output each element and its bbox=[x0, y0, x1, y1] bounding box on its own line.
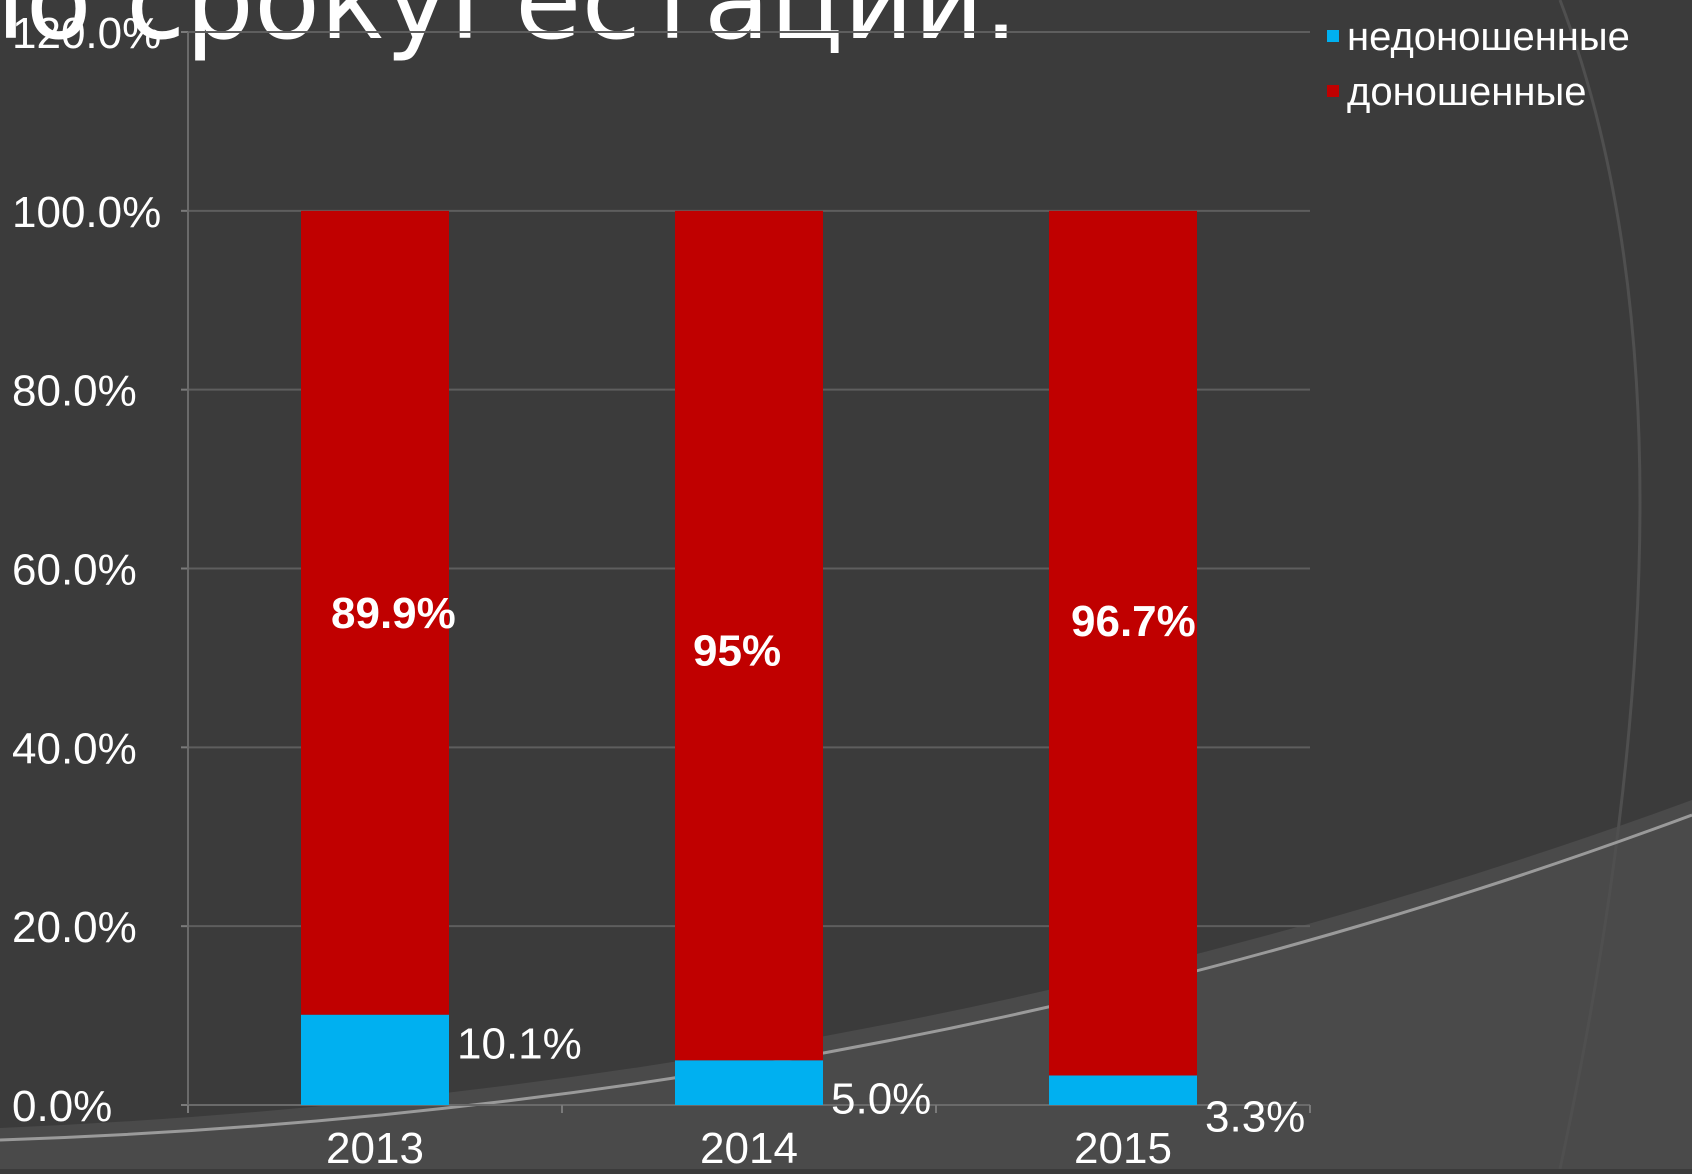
y-tick-label: 0.0% bbox=[12, 1082, 112, 1131]
legend: недоношенные доношенные bbox=[1327, 15, 1630, 114]
bar-segment-term bbox=[1049, 210, 1197, 1076]
bars bbox=[301, 210, 1197, 1105]
legend-swatch-preterm bbox=[1327, 30, 1339, 42]
decor-line bbox=[0, 813, 1692, 1142]
bar-segment-preterm bbox=[675, 1060, 823, 1105]
x-tick-labels: 2013 2014 2015 bbox=[326, 1124, 1172, 1173]
bar-segment-term bbox=[301, 210, 449, 1015]
data-label-preterm: 10.1% bbox=[457, 1020, 582, 1069]
legend-label-preterm: недоношенные bbox=[1347, 15, 1630, 59]
x-tick-label: 2013 bbox=[326, 1124, 424, 1169]
data-label-term: 96.7% bbox=[1071, 597, 1196, 646]
legend-label-term: доношенные bbox=[1347, 70, 1586, 114]
data-label-preterm: 3.3% bbox=[1205, 1093, 1305, 1142]
y-tick-label: 120.0% bbox=[12, 9, 161, 58]
x-tick-label: 2014 bbox=[700, 1124, 798, 1169]
data-labels: 10.1% 89.9% 5.0% 95% 3.3% 96.7% bbox=[331, 589, 1305, 1142]
y-tick-label: 20.0% bbox=[12, 903, 137, 952]
decor-arc bbox=[1558, 0, 1642, 1170]
bar-segment-preterm bbox=[301, 1014, 449, 1105]
data-label-term: 89.9% bbox=[331, 589, 456, 638]
data-label-term: 95% bbox=[693, 627, 781, 676]
y-tick-label: 40.0% bbox=[12, 724, 137, 773]
y-tick-label: 100.0% bbox=[12, 188, 161, 237]
decor-swoosh bbox=[0, 800, 1692, 1169]
y-tick-labels: 0.0% 20.0% 40.0% 60.0% 80.0% 100.0% 120.0% bbox=[12, 9, 161, 1131]
bar-segment-term bbox=[675, 210, 823, 1061]
x-tick-label: 2015 bbox=[1074, 1124, 1172, 1169]
data-label-preterm: 5.0% bbox=[831, 1074, 931, 1123]
legend-swatch-term bbox=[1327, 85, 1339, 97]
y-tick-label: 80.0% bbox=[12, 367, 137, 416]
bar-segment-preterm bbox=[1049, 1075, 1197, 1105]
y-tick-label: 60.0% bbox=[12, 546, 137, 595]
